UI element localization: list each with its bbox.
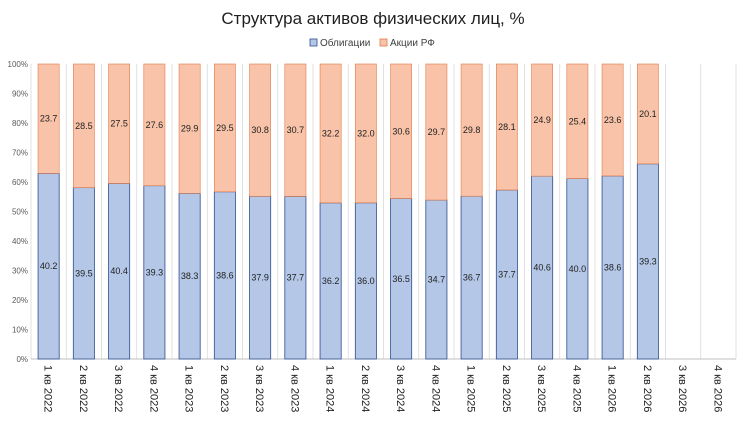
data-label-stocks: 28.5 (75, 121, 93, 131)
bar-segment-stocks (636, 63, 659, 165)
legend-swatch-stocks (379, 38, 388, 47)
x-tick-label: 4 кв 2024 (429, 365, 441, 412)
bar-segment-stocks (390, 63, 412, 199)
y-axis: 0% 10% 20% 30% 40% 50% 60% 70% 80% 90% 100% (8, 60, 28, 364)
bar-segment-stocks (249, 63, 272, 197)
y-tick-label: 0% (16, 355, 28, 364)
x-tick-label: 4 кв 2026 (711, 365, 723, 412)
data-label-bonds: 40.2 (40, 261, 58, 271)
chart-title: Структура активов физических лиц, % (221, 9, 524, 28)
y-tick-label: 90% (12, 90, 28, 99)
y-tick-label: 30% (12, 267, 28, 276)
data-label-bonds: 37.7 (498, 269, 516, 279)
x-tick-label: 1 кв 2025 (465, 365, 477, 412)
data-label-bonds: 40.4 (110, 266, 128, 276)
y-tick-label: 10% (12, 326, 28, 335)
bar-segment-stocks (531, 63, 553, 177)
data-label-bonds: 40.6 (533, 263, 551, 273)
x-tick-label: 3 кв 2023 (253, 365, 265, 412)
x-tick-label: 2 кв 2026 (641, 365, 653, 412)
legend: Облигации Акции РФ (309, 37, 435, 49)
data-label-bonds: 34.7 (428, 275, 446, 285)
legend-label-stocks: Акции РФ (390, 38, 435, 49)
x-tick-label: 2 кв 2023 (218, 365, 230, 412)
data-label-stocks: 27.5 (110, 119, 128, 129)
y-tick-label: 80% (12, 119, 28, 128)
data-label-bonds: 36.0 (357, 276, 375, 286)
y-tick-label: 40% (12, 237, 28, 246)
data-label-stocks: 29.5 (216, 123, 234, 133)
x-tick-label: 4 кв 2023 (288, 365, 300, 412)
x-tick-label: 3 кв 2026 (676, 365, 688, 412)
data-label-bonds: 40.0 (569, 264, 587, 274)
data-label-bonds: 39.5 (75, 268, 93, 278)
data-label-bonds: 38.3 (181, 271, 199, 281)
data-label-stocks: 30.7 (287, 125, 305, 135)
data-label-stocks: 23.6 (604, 115, 622, 125)
x-tick-label: 1 кв 2024 (324, 365, 336, 412)
data-labels: 40.2 23.7 39.5 28.5 40.4 27.5 39.3 27.6 38.3 29.9… (40, 109, 657, 286)
bar-segment-stocks (425, 63, 448, 201)
bar-segment-stocks (319, 63, 342, 204)
gridlines (30, 64, 737, 360)
data-label-stocks: 27.6 (146, 120, 164, 130)
x-tick-label: 3 кв 2022 (112, 365, 124, 412)
x-axis: 1 кв 2022 2 кв 2022 3 кв 2022 4 кв 2022 1 кв… (42, 365, 724, 412)
data-label-bonds: 39.3 (146, 267, 164, 277)
x-tick-label: 1 кв 2026 (606, 365, 618, 412)
data-label-bonds: 37.9 (251, 273, 269, 283)
bar-segment-stocks (601, 63, 624, 177)
data-label-stocks: 30.6 (392, 126, 410, 136)
x-tick-label: 4 кв 2022 (147, 365, 159, 412)
bar-segment-stocks (178, 63, 201, 194)
data-label-stocks: 29.9 (181, 124, 199, 134)
data-label-stocks: 32.0 (357, 128, 375, 138)
bar-segment-stocks (37, 63, 60, 174)
y-tick-label: 100% (8, 60, 28, 69)
data-label-bonds: 38.6 (604, 262, 622, 272)
legend-swatch-bonds (309, 38, 318, 47)
data-label-bonds: 36.2 (322, 276, 340, 286)
bar-segment-stocks (495, 63, 518, 191)
x-tick-label: 2 кв 2025 (500, 365, 512, 412)
data-label-bonds: 39.3 (639, 256, 657, 266)
bar-segment-stocks (284, 63, 307, 197)
bar-segment-stocks (354, 63, 377, 204)
data-label-bonds: 37.7 (287, 273, 305, 283)
y-tick-label: 20% (12, 296, 28, 305)
data-label-stocks: 32.2 (322, 128, 340, 138)
bars (37, 63, 659, 360)
bar-segment-stocks (214, 63, 236, 193)
data-label-bonds: 36.7 (463, 273, 481, 283)
y-tick-label: 70% (12, 149, 28, 158)
data-label-stocks: 24.9 (533, 115, 551, 125)
data-label-stocks: 29.7 (428, 127, 446, 137)
x-tick-label: 2 кв 2024 (359, 365, 371, 412)
bar-segment-stocks (143, 63, 166, 187)
x-tick-label: 4 кв 2025 (570, 365, 582, 412)
x-tick-label: 1 кв 2022 (42, 365, 54, 412)
data-label-stocks: 28.1 (498, 122, 516, 132)
data-label-bonds: 36.5 (392, 274, 410, 284)
data-label-stocks: 20.1 (639, 109, 657, 119)
bar-segment-stocks (73, 63, 95, 188)
data-label-stocks: 29.8 (463, 125, 481, 135)
data-label-stocks: 30.8 (251, 125, 269, 135)
data-label-stocks: 25.4 (569, 116, 587, 126)
y-tick-label: 50% (12, 208, 28, 217)
data-label-stocks: 23.7 (40, 114, 58, 124)
bar-segment-stocks (108, 63, 131, 184)
legend-label-bonds: Облигации (320, 37, 370, 49)
bar-segment-stocks (566, 63, 589, 179)
x-tick-label: 3 кв 2024 (394, 365, 406, 412)
x-tick-label: 2 кв 2022 (77, 365, 89, 412)
x-tick-label: 3 кв 2025 (535, 365, 547, 412)
x-tick-label: 1 кв 2023 (183, 365, 195, 412)
y-tick-label: 60% (12, 178, 28, 187)
bar-segment-stocks (460, 63, 483, 197)
data-label-bonds: 38.6 (216, 270, 234, 280)
